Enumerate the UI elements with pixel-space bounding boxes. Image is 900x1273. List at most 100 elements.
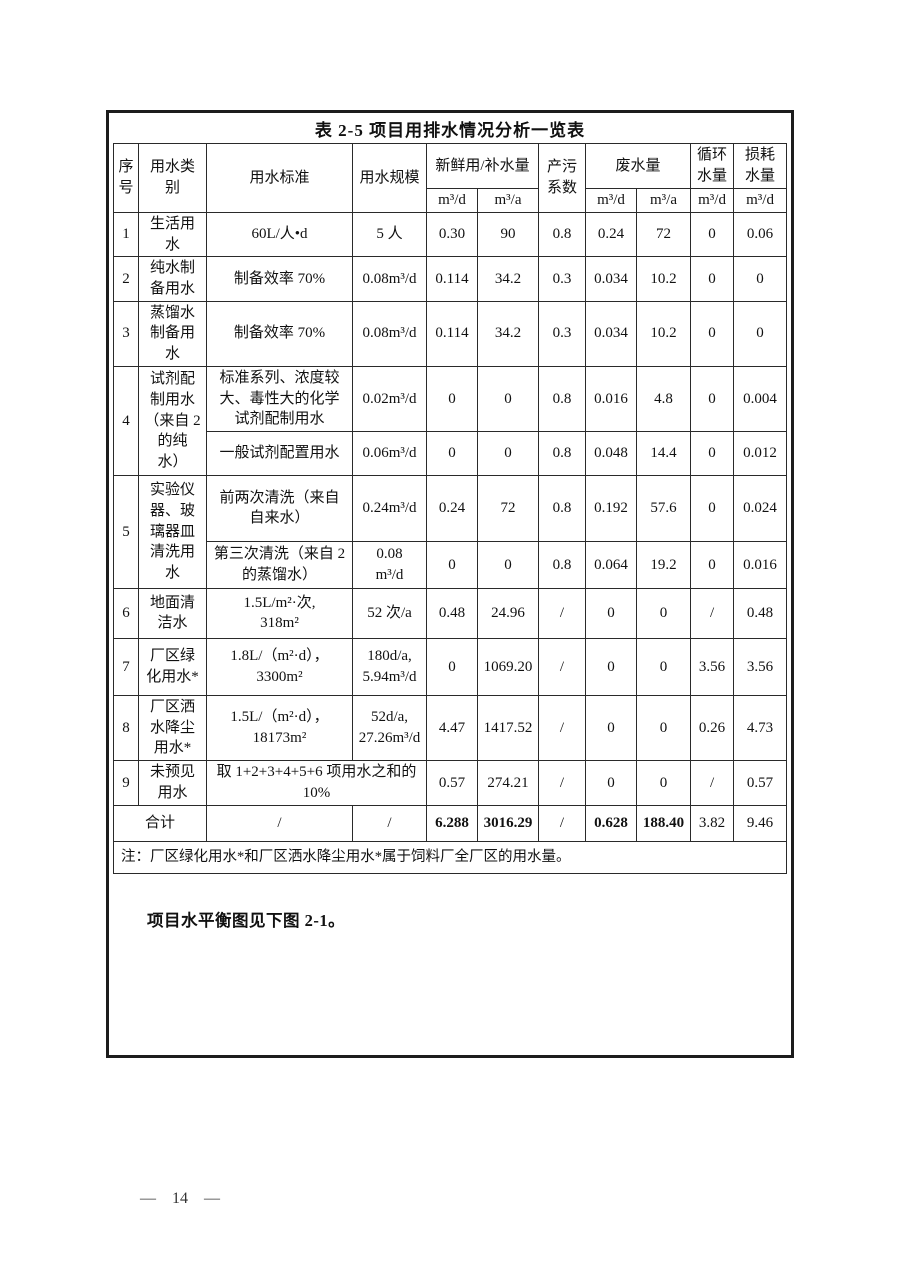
table-cell: /: [538, 587, 587, 639]
table-cell: 0: [690, 300, 735, 367]
table-cell: 0: [636, 587, 692, 639]
table-cell: 3.56: [690, 637, 735, 696]
body-paragraph: 项目水平衡图见下图 2-1。: [147, 910, 346, 930]
footer-dash-left: —: [140, 1190, 156, 1207]
header-col-recycle: 循环 水量: [690, 143, 735, 189]
header-col-loss: 损耗 水量: [733, 143, 788, 189]
table-row: 2 纯水制 备用水 制备效率 70% 0.08m³/d 0.114 34.2 0…: [113, 256, 788, 302]
table-cell: 72: [476, 474, 540, 542]
table-cell: 厂区绿 化用水*: [138, 637, 207, 696]
table-cell: 1.5L/m²·次, 318m²: [206, 587, 353, 639]
table-cell: 19.2: [636, 540, 692, 589]
table-cell: 1: [113, 211, 139, 258]
table-cell: 9: [113, 759, 139, 806]
table-cell: 0: [690, 256, 735, 302]
table-cell: 0: [636, 637, 692, 696]
table-cell: 0: [636, 759, 692, 806]
table-cell: 第三次清洗（来自 2 的蒸馏水）: [206, 540, 353, 589]
note-row: 注：厂区绿化用水*和厂区洒水降尘用水*属于饲料厂全厂区的用水量。: [112, 840, 788, 874]
table-cell: 10.2: [636, 300, 692, 367]
table-row: 6 地面清 洁水 1.5L/m²·次, 318m² 52 次/a 0.48 24…: [113, 587, 788, 639]
table-cell: 0.8: [538, 540, 587, 589]
table-cell: 0: [690, 540, 735, 589]
table-cell: 0.08m³/d: [352, 256, 427, 302]
table-cell: 制备效率 70%: [206, 300, 353, 367]
table-caption: 表 2-5 项目用排水情况分析一览表: [314, 120, 586, 140]
table-cell: 1069.20: [476, 637, 540, 696]
header-col-wastewater: 废水量: [585, 143, 692, 189]
table-cell: /: [538, 759, 587, 806]
table-cell: 6: [113, 587, 139, 639]
table-cell: 0.48: [733, 587, 788, 639]
table-cell: 52 次/a: [352, 587, 427, 639]
table-cell: 180d/a, 5.94m³/d: [352, 637, 427, 696]
table-cell: 0: [585, 637, 638, 696]
table-cell: 72: [636, 211, 692, 258]
table-cell: /: [690, 587, 735, 639]
table-cell: 制备效率 70%: [206, 256, 353, 302]
table-cell: 0.004: [733, 365, 788, 432]
table-cell: 0.3: [538, 300, 587, 367]
table-cell: 0.24: [426, 474, 478, 542]
unit-cell: m³/d: [426, 188, 478, 213]
table-cell: 1.5L/（m²·d）， 18173m²: [206, 694, 353, 761]
table-cell: 188.40: [636, 804, 692, 842]
unit-cell: m³/a: [476, 188, 540, 213]
table-cell: 1.8L/（m²·d）， 3300m²: [206, 637, 353, 696]
table-cell: 实验仪 器、玻 璃器皿 清洗用 水: [138, 474, 207, 589]
table-row: 8 厂区洒 水降尘 用水* 1.5L/（m²·d）， 18173m² 52d/a…: [113, 694, 788, 761]
table-cell: 0: [585, 759, 638, 806]
table-cell: 生活用 水: [138, 211, 207, 258]
table-cell: 4.73: [733, 694, 788, 761]
water-use-table: 序 号 用水类 别 用水标准 用水规模 新鲜用/补水量 产污 系数 废水量 循环…: [112, 143, 788, 874]
table-cell: 0.016: [733, 540, 788, 589]
table-cell: 34.2: [476, 256, 540, 302]
table-cell: 3: [113, 300, 139, 367]
table-row: 第三次清洗（来自 2 的蒸馏水） 0.08 m³/d 0 0 0.8 0.064…: [114, 540, 788, 589]
table-cell: 274.21: [476, 759, 540, 806]
header-col-no: 序 号: [113, 143, 139, 213]
table-cell: 0.024: [733, 474, 788, 542]
table-cell: 0.24m³/d: [352, 474, 427, 542]
table-cell: 60L/人•d: [206, 211, 353, 258]
table-cell: 0.114: [426, 256, 478, 302]
unit-cell: m³/d: [585, 188, 638, 213]
table-cell: 0.012: [733, 430, 788, 476]
page-number: — 14 —: [140, 1190, 220, 1208]
table-row: 1 生活用 水 60L/人•d 5 人 0.30 90 0.8 0.24 72 …: [113, 211, 788, 258]
table-cell: 0: [476, 365, 540, 432]
table-cell: 0.08 m³/d: [352, 540, 427, 589]
table-cell: 0.48: [426, 587, 478, 639]
unit-cell: m³/d: [690, 188, 735, 213]
table-cell: 前两次清洗（来自 自来水）: [206, 474, 353, 542]
table-cell: 7: [113, 637, 139, 696]
table-cell: 5 人: [352, 211, 427, 258]
table-row: 7 厂区绿 化用水* 1.8L/（m²·d）， 3300m² 180d/a, 5…: [113, 637, 788, 696]
table-cell: 未预见 用水: [138, 759, 207, 806]
table-cell: 5: [113, 474, 139, 589]
total-row: 合计 / / 6.288 3016.29 / 0.628 188.40 3.82…: [113, 804, 788, 842]
table-cell: 厂区洒 水降尘 用水*: [138, 694, 207, 761]
header-row-1: 序 号 用水类 别 用水标准 用水规模 新鲜用/补水量 产污 系数 废水量 循环…: [113, 143, 788, 213]
table-cell: 地面清 洁水: [138, 587, 207, 639]
table-cell: 10.2: [636, 256, 692, 302]
table-cell: 6.288: [426, 804, 478, 842]
table-cell: /: [690, 759, 735, 806]
table-cell: 3.82: [690, 804, 735, 842]
table-cell: /: [206, 804, 353, 842]
table-row: 9 未预见 用水 取 1+2+3+4+5+6 项用水之和的 10% 0.57 2…: [113, 759, 788, 806]
page-frame: 表 2-5 项目用排水情况分析一览表 序 号 用水类 别 用水标准 用水规模 新…: [106, 110, 794, 1058]
table-cell: 0: [690, 430, 735, 476]
table-cell: 0.8: [538, 211, 587, 258]
table-cell: 0.08m³/d: [352, 300, 427, 367]
table-cell: 90: [476, 211, 540, 258]
table-cell: 0: [476, 540, 540, 589]
table-cell: 0.3: [538, 256, 587, 302]
table-cell: 4: [113, 365, 139, 476]
table-cell: 0: [585, 587, 638, 639]
table-cell: 0.57: [426, 759, 478, 806]
table-cell: 9.46: [733, 804, 788, 842]
table-cell: 0.8: [538, 430, 587, 476]
total-label-cell: 合计: [113, 804, 207, 842]
table-cell: 52d/a, 27.26m³/d: [352, 694, 427, 761]
